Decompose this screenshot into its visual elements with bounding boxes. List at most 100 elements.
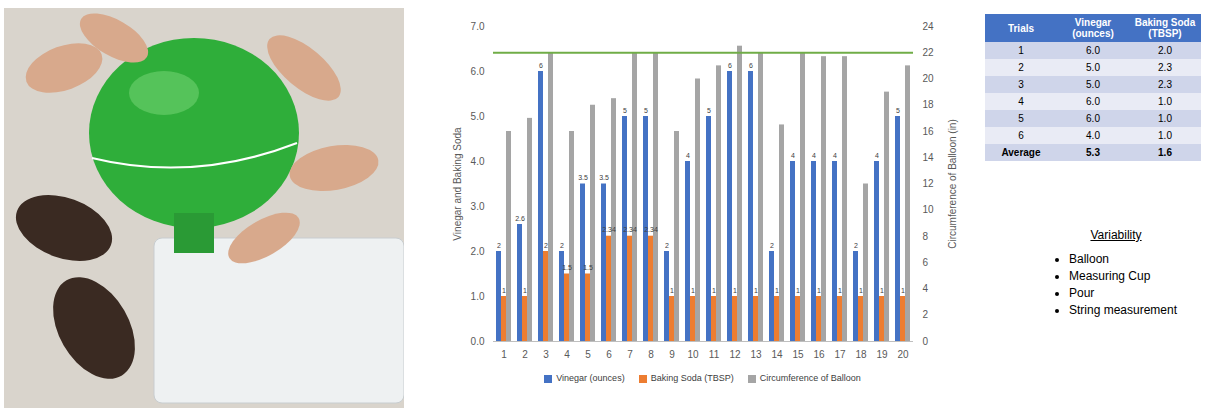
svg-text:4: 4	[686, 152, 690, 159]
svg-text:4: 4	[812, 152, 816, 159]
svg-text:2: 2	[854, 242, 858, 249]
svg-text:1.5: 1.5	[583, 264, 593, 271]
svg-text:4: 4	[564, 349, 570, 360]
svg-text:18: 18	[855, 349, 867, 360]
svg-text:5: 5	[585, 349, 591, 360]
svg-text:14: 14	[923, 152, 935, 163]
svg-text:2: 2	[560, 242, 564, 249]
svg-text:5: 5	[644, 107, 648, 114]
html-text:2.0: 2.0	[1158, 45, 1172, 56]
html-text:Vinegar (ounces): Vinegar (ounces)	[1072, 17, 1114, 39]
svg-text:10: 10	[687, 349, 699, 360]
html-text:Variability: Variability	[1090, 228, 1142, 242]
svg-text:1: 1	[523, 287, 527, 294]
svg-text:20: 20	[923, 73, 935, 84]
svg-text:3.5: 3.5	[578, 174, 588, 181]
svg-text:4: 4	[791, 152, 795, 159]
html-text:Baking Soda (TBSP): Baking Soda (TBSP)	[1134, 17, 1196, 39]
svg-text:4: 4	[833, 152, 837, 159]
svg-text:4.0: 4.0	[471, 156, 485, 167]
svg-text:Circumference of Balloon (in): Circumference of Balloon (in)	[947, 119, 958, 249]
html-text:Measuring Cup: Measuring Cup	[1069, 269, 1151, 283]
svg-text:1: 1	[670, 287, 674, 294]
svg-text:5.0: 5.0	[471, 111, 485, 122]
svg-text:5: 5	[896, 107, 900, 114]
html-text:2.3: 2.3	[1158, 62, 1172, 73]
svg-text:6: 6	[539, 62, 543, 69]
svg-text:3.0: 3.0	[471, 201, 485, 212]
svg-text:18: 18	[923, 99, 935, 110]
html-text:1.0: 1.0	[1158, 96, 1172, 107]
svg-text:12: 12	[923, 178, 935, 189]
svg-text:1: 1	[733, 287, 737, 294]
svg-text:0.0: 0.0	[471, 336, 485, 347]
svg-text:1: 1	[796, 287, 800, 294]
svg-text:7: 7	[627, 349, 633, 360]
svg-text:6: 6	[728, 62, 732, 69]
svg-text:6: 6	[606, 349, 612, 360]
svg-text:2.34: 2.34	[602, 226, 616, 233]
svg-text:2.34: 2.34	[623, 226, 637, 233]
html-text:2.3: 2.3	[1158, 79, 1172, 90]
svg-text:1.5: 1.5	[562, 264, 572, 271]
html-text:Trials: Trials	[1007, 22, 1035, 34]
svg-text:16: 16	[813, 349, 825, 360]
svg-text:1: 1	[775, 287, 779, 294]
svg-text:17: 17	[834, 349, 846, 360]
svg-text:4: 4	[923, 283, 929, 294]
svg-text:3.5: 3.5	[599, 174, 609, 181]
html-text:5.0: 5.0	[1086, 79, 1100, 90]
svg-text:2.34: 2.34	[644, 226, 658, 233]
svg-text:15: 15	[792, 349, 804, 360]
svg-text:1: 1	[754, 287, 758, 294]
svg-text:12: 12	[729, 349, 741, 360]
svg-text:19: 19	[876, 349, 888, 360]
svg-text:2: 2	[923, 309, 929, 320]
svg-text:2: 2	[497, 242, 501, 249]
svg-text:13: 13	[750, 349, 762, 360]
svg-text:2: 2	[770, 242, 774, 249]
html-text:6.0: 6.0	[1086, 45, 1100, 56]
svg-text:Vinegar and Baking Soda: Vinegar and Baking Soda	[452, 127, 463, 241]
svg-text:1.0: 1.0	[471, 291, 485, 302]
svg-text:2: 2	[522, 349, 528, 360]
svg-text:1: 1	[691, 287, 695, 294]
svg-text:20: 20	[897, 349, 909, 360]
svg-text:2.0: 2.0	[471, 246, 485, 257]
html-text:5.0: 5.0	[1086, 62, 1100, 73]
svg-text:1: 1	[838, 287, 842, 294]
svg-text:16: 16	[923, 126, 935, 137]
svg-text:24: 24	[923, 21, 935, 32]
svg-text:22: 22	[923, 47, 935, 58]
svg-text:2: 2	[544, 242, 548, 249]
svg-text:2.6: 2.6	[515, 215, 525, 222]
svg-text:6: 6	[923, 257, 929, 268]
svg-text:9: 9	[669, 349, 675, 360]
svg-text:6.0: 6.0	[471, 66, 485, 77]
svg-text:1: 1	[901, 287, 905, 294]
html-text:Pour: Pour	[1069, 286, 1095, 300]
svg-text:1: 1	[859, 287, 863, 294]
html-text:6.0: 6.0	[1086, 96, 1100, 107]
svg-text:6: 6	[749, 62, 753, 69]
html-text:6.0: 6.0	[1086, 113, 1100, 124]
svg-text:1: 1	[817, 287, 821, 294]
svg-text:8: 8	[648, 349, 654, 360]
svg-text:1: 1	[880, 287, 884, 294]
svg-text:0: 0	[923, 336, 929, 347]
svg-text:7.0: 7.0	[471, 21, 485, 32]
svg-text:11: 11	[709, 349, 720, 360]
svg-text:10: 10	[923, 204, 935, 215]
svg-text:5: 5	[707, 107, 711, 114]
svg-text:8: 8	[923, 231, 929, 242]
svg-text:1: 1	[502, 287, 506, 294]
svg-text:14: 14	[771, 349, 783, 360]
svg-text:1: 1	[501, 349, 507, 360]
svg-text:3: 3	[543, 349, 549, 360]
svg-text:1: 1	[712, 287, 716, 294]
svg-text:2: 2	[665, 242, 669, 249]
svg-text:5: 5	[623, 107, 627, 114]
html-text:Balloon: Balloon	[1069, 252, 1109, 266]
html-text:String measurement: String measurement	[1069, 303, 1177, 317]
svg-text:4: 4	[875, 152, 879, 159]
